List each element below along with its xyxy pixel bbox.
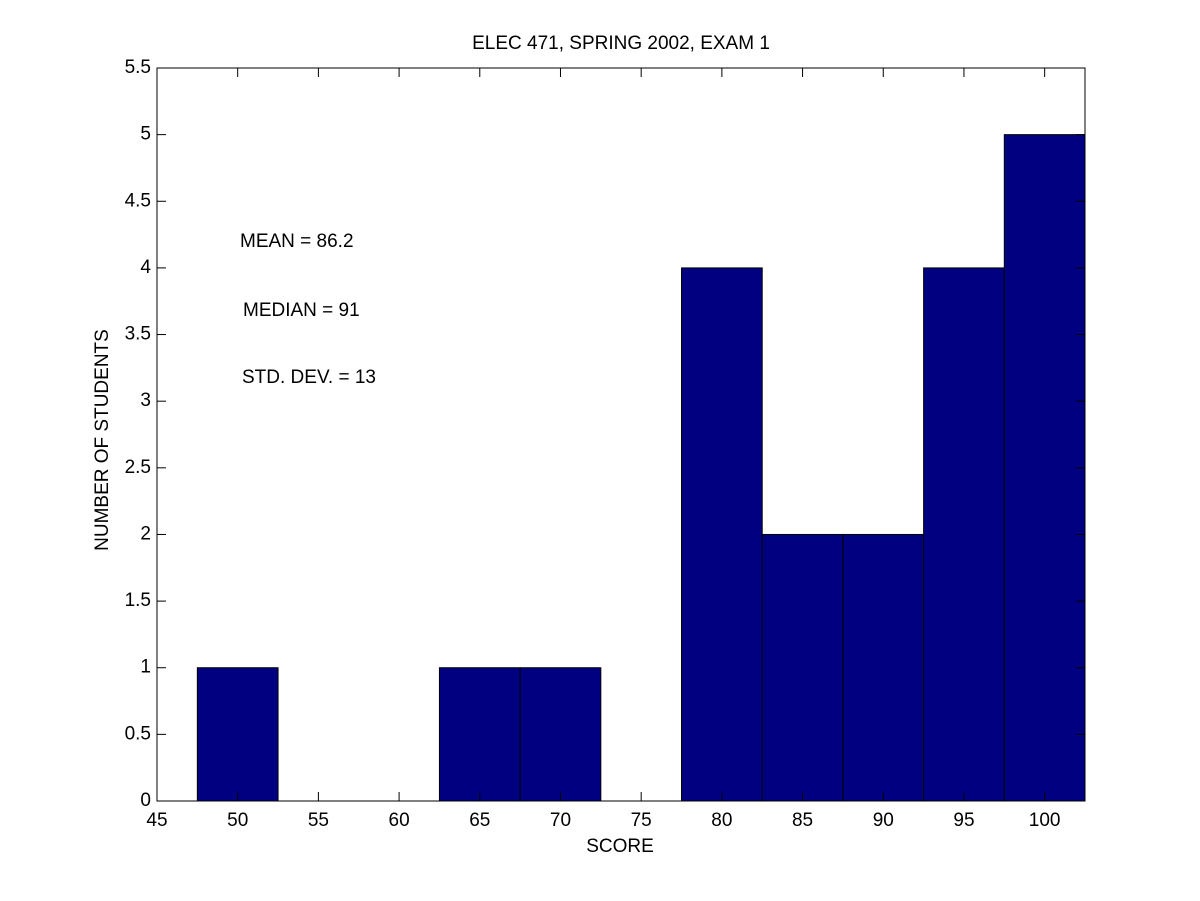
annotation: STD. DEV. = 13 bbox=[242, 367, 376, 388]
annotation: MEDIAN = 91 bbox=[243, 300, 360, 321]
plot-frame bbox=[156, 67, 1086, 802]
x-tick-label: 100 bbox=[1029, 810, 1061, 831]
x-tick-label: 65 bbox=[469, 810, 490, 831]
y-tick-label: 4 bbox=[140, 257, 151, 278]
x-tick-label: 90 bbox=[873, 810, 894, 831]
x-tick-label: 85 bbox=[792, 810, 813, 831]
x-tick-label: 75 bbox=[631, 810, 652, 831]
x-tick-label: 80 bbox=[711, 810, 732, 831]
x-tick-label: 50 bbox=[227, 810, 248, 831]
bar bbox=[681, 267, 763, 802]
y-tick-label: 2.5 bbox=[125, 457, 151, 478]
y-tick-label: 4.5 bbox=[125, 190, 151, 211]
x-axis-label: SCORE bbox=[586, 836, 654, 857]
y-tick-label: 1 bbox=[140, 657, 151, 678]
y-tick-label: 0 bbox=[140, 790, 151, 811]
bar bbox=[196, 667, 279, 802]
bar bbox=[842, 533, 925, 802]
x-tick-label: 45 bbox=[146, 810, 167, 831]
bar bbox=[438, 667, 521, 802]
bar bbox=[1003, 134, 1086, 802]
x-tick-label: 95 bbox=[953, 810, 974, 831]
bar bbox=[519, 667, 602, 802]
y-tick-label: 5.5 bbox=[125, 57, 151, 78]
bar bbox=[761, 533, 844, 802]
y-tick-label: 3.5 bbox=[125, 324, 151, 345]
y-tick-label: 3 bbox=[140, 390, 151, 411]
x-tick-label: 60 bbox=[389, 810, 410, 831]
y-tick-label: 2 bbox=[140, 523, 151, 544]
x-tick-label: 55 bbox=[308, 810, 329, 831]
y-tick-label: 1.5 bbox=[125, 590, 151, 611]
x-tick-label: 70 bbox=[550, 810, 571, 831]
y-tick-label: 0.5 bbox=[125, 723, 151, 744]
y-tick-label: 5 bbox=[140, 124, 151, 145]
bar bbox=[923, 267, 1005, 802]
y-axis-label: NUMBER OF STUDENTS bbox=[92, 329, 113, 551]
annotation: MEAN = 86.2 bbox=[240, 231, 354, 252]
chart-title: ELEC 471, SPRING 2002, EXAM 1 bbox=[472, 33, 770, 54]
